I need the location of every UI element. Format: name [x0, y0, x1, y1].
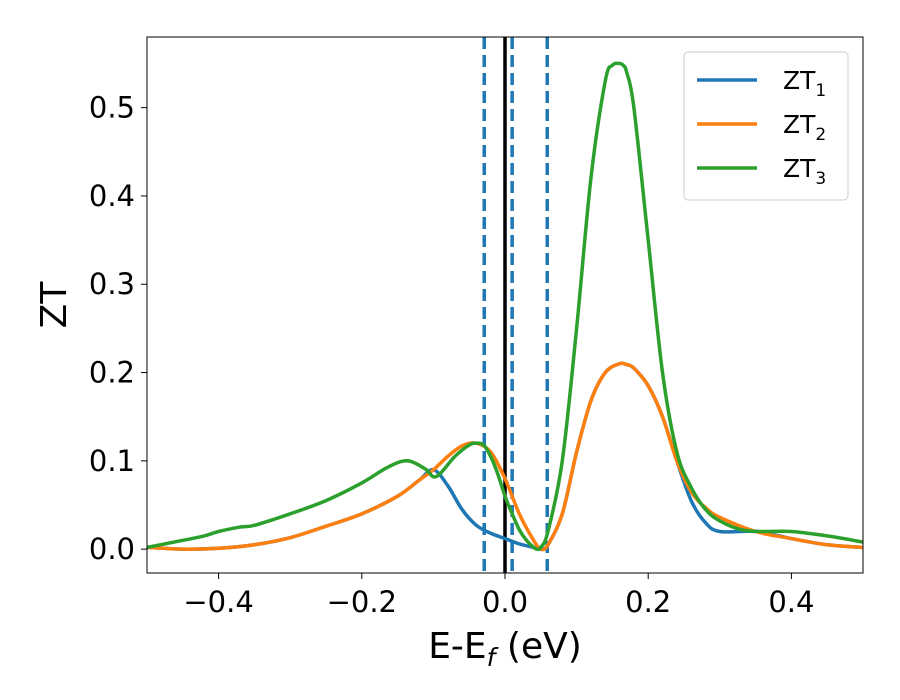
legend-box: [683, 51, 849, 201]
x-tick-label: −0.4: [183, 585, 253, 619]
legend-label: ZT3: [783, 154, 826, 189]
y-tick-label: 0.0: [89, 532, 135, 566]
series-line-zt3: [147, 61, 863, 552]
series-lines: [147, 61, 863, 552]
series-line-zt2: [147, 361, 863, 552]
y-tick-label: 0.4: [89, 179, 135, 213]
legend-label: ZT2: [783, 110, 826, 145]
legend-entry-zt2: ZT2: [697, 110, 826, 145]
x-tick-label: 0.2: [625, 585, 671, 619]
legend-entry-zt3: ZT3: [697, 154, 826, 189]
reference-lines: [482, 37, 549, 573]
y-tick-label: 0.3: [89, 267, 135, 301]
x-tick-label: 0.4: [768, 585, 814, 619]
y-axis-title: ZT: [34, 281, 75, 329]
y-tick-label: 0.1: [89, 444, 135, 478]
x-tick-label: 0.0: [482, 585, 528, 619]
legend: ZT1 ZT2 ZT3: [683, 51, 849, 201]
y-tick-label: 0.5: [89, 91, 135, 125]
legend-entry-zt1: ZT1: [697, 66, 826, 101]
y-tick-label: 0.2: [89, 356, 135, 390]
x-axis-title: E-Ef (eV): [428, 626, 582, 672]
legend-label: ZT1: [783, 66, 826, 101]
y-axis: 0.0 0.1 0.2 0.3 0.4 0.5: [89, 91, 147, 566]
x-tick-label: −0.2: [327, 585, 397, 619]
x-axis: −0.4 −0.2 0.0 0.2 0.4: [183, 573, 814, 619]
